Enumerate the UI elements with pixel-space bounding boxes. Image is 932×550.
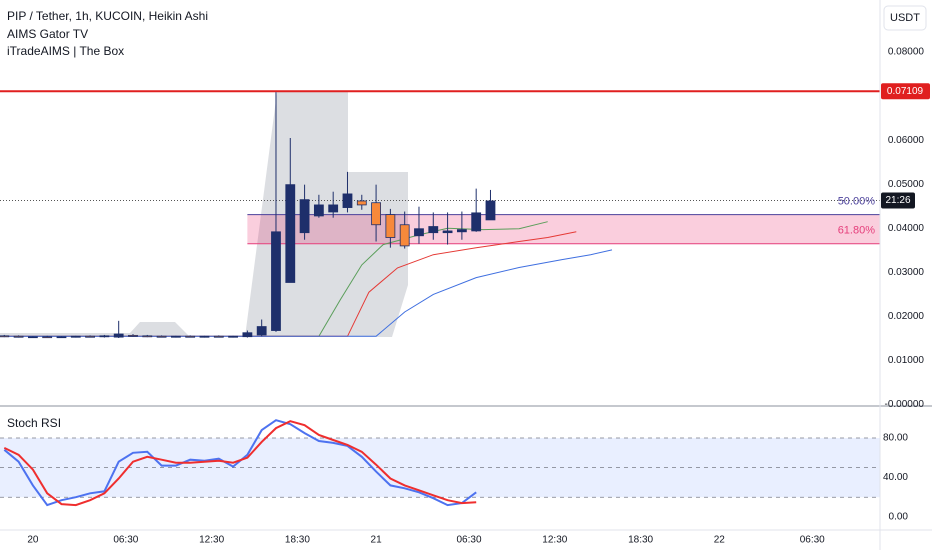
candle-body bbox=[228, 335, 238, 338]
y-tick-label: 0.08000 bbox=[888, 47, 925, 58]
y-tick-label: 0.00 bbox=[889, 512, 909, 523]
x-tick-label: 18:30 bbox=[628, 535, 653, 546]
y-tick-label: 0.03000 bbox=[888, 267, 925, 278]
candle-body bbox=[185, 335, 196, 338]
candle-body bbox=[299, 199, 310, 234]
candle-body bbox=[142, 335, 153, 338]
y-tick-label: 0.04000 bbox=[888, 223, 925, 234]
x-tick-label: 12:30 bbox=[542, 535, 567, 546]
y-tick-label: 40.00 bbox=[883, 472, 908, 483]
x-tick-label: 06:30 bbox=[800, 535, 825, 546]
candle-body bbox=[356, 200, 367, 206]
x-tick-label: 20 bbox=[27, 535, 39, 546]
candle-body bbox=[471, 212, 482, 232]
x-tick-label: 12:30 bbox=[199, 535, 224, 546]
x-tick-label: 22 bbox=[714, 535, 726, 546]
chart-title: PIP / Tether, 1h, KUCOIN, Heikin Ashi bbox=[7, 9, 208, 23]
y-tick-label: 80.00 bbox=[883, 433, 908, 444]
fib-label: 61.80% bbox=[838, 225, 876, 237]
currency-button-frame[interactable] bbox=[883, 5, 927, 31]
candle-body bbox=[56, 336, 67, 339]
candle-body bbox=[113, 333, 124, 338]
overlay: 50.00% 61.80% 0.07109 21:26 bbox=[838, 83, 930, 237]
y-tick-label: 0.05000 bbox=[888, 179, 925, 190]
candle-body bbox=[27, 336, 38, 339]
candle-body bbox=[371, 202, 381, 226]
candle-body bbox=[170, 335, 181, 338]
candle-body bbox=[13, 335, 24, 338]
x-tick-label: 06:30 bbox=[457, 535, 482, 546]
y-tick-label: 0.02000 bbox=[888, 311, 925, 322]
candle-body bbox=[285, 184, 296, 283]
pane-title: Stoch RSI bbox=[7, 416, 61, 430]
candle-body bbox=[456, 229, 467, 233]
candle-body bbox=[85, 335, 95, 338]
candle-body bbox=[0, 335, 10, 338]
price-tag bbox=[881, 83, 930, 100]
candle-body bbox=[256, 326, 267, 336]
candle-body bbox=[414, 228, 424, 237]
candle-body bbox=[242, 332, 253, 338]
candle-body bbox=[156, 335, 167, 338]
fib-label: 50.00% bbox=[838, 196, 876, 208]
candle-body bbox=[313, 204, 324, 217]
x-tick-label: 21 bbox=[371, 535, 383, 546]
candle-body bbox=[442, 230, 453, 234]
candle-body bbox=[342, 193, 353, 208]
candle-body bbox=[271, 231, 281, 331]
candle-body bbox=[70, 335, 81, 338]
x-tick-label: 18:30 bbox=[285, 535, 310, 546]
candle-body bbox=[485, 200, 496, 221]
candle-body bbox=[42, 336, 53, 339]
y-tick-label: 0.06000 bbox=[888, 135, 925, 146]
candle-body bbox=[99, 335, 110, 338]
y-tick-label: -0.00000 bbox=[885, 399, 925, 410]
stoch-line bbox=[3, 420, 477, 507]
indicator-line bbox=[4, 231, 577, 337]
candle-body bbox=[199, 335, 210, 338]
indicator-label: iTradeAIMS | The Box bbox=[7, 44, 124, 58]
candle-body bbox=[128, 334, 138, 337]
candle-body bbox=[385, 214, 396, 238]
indicator-label: AIMS Gator TV bbox=[7, 27, 88, 41]
y-tick-label: 0.01000 bbox=[888, 355, 925, 366]
currency-button[interactable]: USDT bbox=[883, 5, 927, 31]
candle-body bbox=[428, 226, 439, 234]
fib-zone bbox=[247, 214, 880, 244]
candle-body bbox=[399, 224, 410, 247]
candle-body bbox=[328, 204, 339, 213]
indicator-line bbox=[4, 249, 613, 337]
candle-body bbox=[213, 335, 224, 338]
x-tick-label: 06:30 bbox=[113, 535, 138, 546]
main-plot bbox=[0, 90, 880, 339]
countdown-label: 21:26 bbox=[885, 195, 910, 206]
sub-plot bbox=[0, 419, 880, 507]
price-tag-label: 0.07109 bbox=[887, 86, 924, 97]
countdown-tag bbox=[881, 192, 915, 209]
box-shape bbox=[0, 322, 190, 337]
currency-label[interactable]: USDT bbox=[890, 12, 920, 24]
